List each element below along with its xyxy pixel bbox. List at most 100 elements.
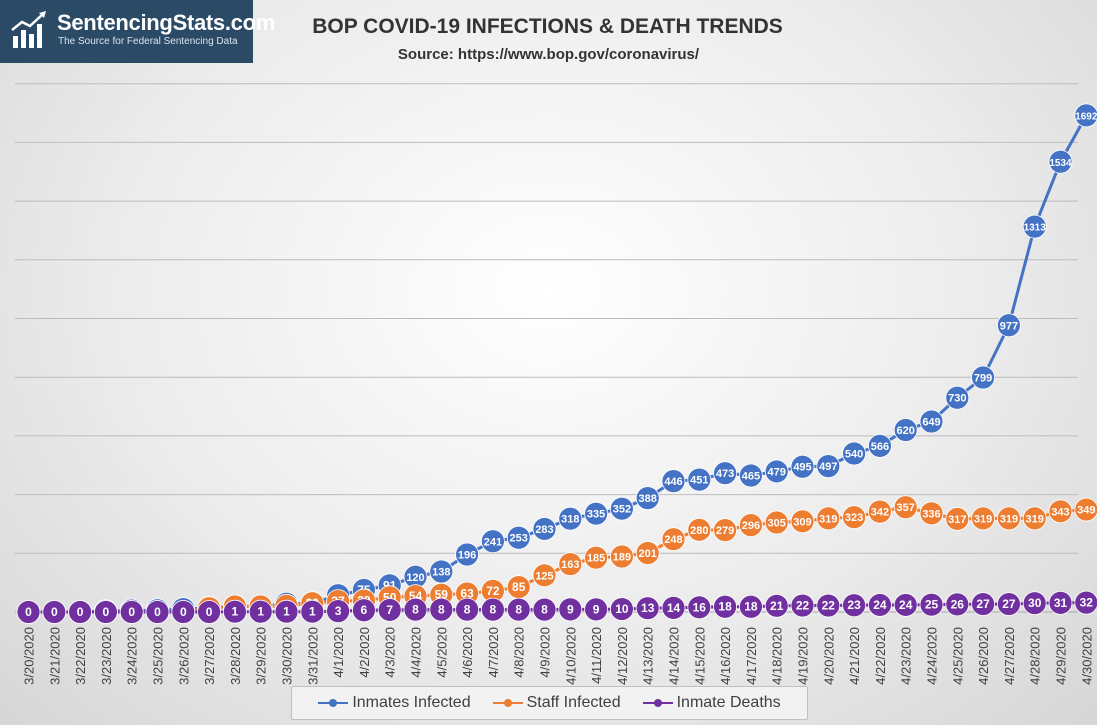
data-marker — [532, 563, 557, 588]
legend: Inmates Infected Staff Infected Inmate D… — [291, 686, 808, 720]
x-tick-label: 4/27/2020 — [1002, 627, 1017, 685]
data-label: 31 — [1054, 596, 1068, 610]
x-tick-label: 3/25/2020 — [151, 627, 166, 685]
data-marker — [893, 418, 918, 442]
data-marker — [558, 597, 583, 622]
data-label: 3 — [335, 604, 342, 618]
data-point: 335 — [584, 501, 608, 526]
data-point: 24 — [868, 593, 892, 617]
data-marker — [42, 600, 67, 624]
data-point: 0 — [197, 600, 222, 624]
data-marker — [893, 593, 918, 617]
legend-item-inmate-deaths: Inmate Deaths — [642, 694, 781, 712]
data-label: 451 — [690, 475, 708, 487]
x-tick-label: 3/20/2020 — [22, 627, 37, 685]
x-tick-label: 4/15/2020 — [692, 627, 707, 685]
data-point: 343 — [1048, 499, 1073, 524]
data-point: 319 — [997, 506, 1021, 531]
data-marker — [739, 513, 763, 538]
data-marker — [377, 598, 402, 622]
data-marker — [713, 461, 737, 486]
data-label: 24 — [899, 598, 913, 612]
data-marker — [1022, 506, 1047, 531]
data-marker — [635, 486, 660, 511]
data-marker — [919, 409, 944, 434]
data-label: 343 — [1051, 506, 1069, 518]
data-point: 465 — [739, 463, 763, 488]
data-label: 465 — [742, 471, 760, 483]
data-label: 540 — [845, 449, 863, 461]
data-point: 317 — [945, 507, 970, 531]
data-label: 497 — [819, 461, 837, 473]
data-label: 196 — [458, 549, 476, 561]
x-tick-label: 4/9/2020 — [538, 627, 553, 678]
data-label: 22 — [822, 599, 836, 613]
data-label: 13 — [641, 601, 655, 615]
data-label: 0 — [25, 605, 32, 619]
data-marker — [945, 507, 970, 531]
data-marker — [1048, 149, 1073, 174]
data-point: 31 — [1048, 591, 1073, 615]
data-label: 1 — [232, 605, 239, 619]
data-point: 349 — [1074, 497, 1097, 522]
data-point: 357 — [893, 495, 918, 520]
data-point: 977 — [997, 313, 1021, 338]
data-label: 335 — [587, 509, 605, 521]
data-point: 125 — [532, 563, 557, 588]
chart-subtitle: Source: https://www.bop.gov/coronavirus/ — [397, 46, 700, 63]
data-label: 21 — [770, 599, 784, 613]
x-tick-label: 4/19/2020 — [796, 627, 811, 685]
data-marker — [326, 599, 351, 624]
data-label: 201 — [639, 548, 657, 560]
data-label: 479 — [768, 466, 786, 478]
data-marker — [816, 593, 841, 618]
data-marker — [171, 600, 196, 624]
data-marker — [687, 517, 712, 542]
data-label: 138 — [432, 566, 450, 578]
logo-tagline: The Source for Federal Sentencing Data — [58, 36, 238, 47]
data-marker — [790, 593, 815, 618]
data-label: 0 — [206, 605, 213, 619]
data-marker — [764, 459, 789, 484]
data-label: 25 — [925, 598, 939, 612]
data-marker — [842, 593, 866, 618]
data-label: 1 — [257, 605, 264, 619]
data-marker — [945, 592, 970, 617]
data-marker — [222, 599, 247, 624]
data-marker — [480, 529, 505, 554]
data-point: 0 — [42, 600, 67, 624]
data-marker — [713, 594, 737, 619]
x-tick-label: 4/21/2020 — [847, 627, 862, 685]
data-label: 0 — [77, 605, 84, 619]
legend-swatch-staff-infected — [492, 697, 523, 709]
data-point: 6 — [351, 598, 376, 623]
data-point: 620 — [893, 418, 918, 442]
data-marker — [687, 467, 712, 492]
x-tick-label: 4/23/2020 — [899, 627, 914, 685]
bar-chart-trend-icon — [11, 11, 46, 48]
data-label: 7 — [386, 603, 393, 617]
data-label: 977 — [1000, 320, 1018, 332]
data-point: 318 — [558, 506, 583, 531]
data-point: 8 — [506, 597, 531, 622]
data-point: 21 — [764, 593, 789, 618]
data-point: 497 — [816, 454, 841, 479]
data-label: 18 — [718, 600, 732, 614]
x-tick-label: 4/24/2020 — [925, 627, 940, 685]
legend-item-staff-infected: Staff Infected — [492, 694, 621, 712]
data-point: 309 — [790, 509, 815, 534]
data-point: 196 — [455, 542, 480, 567]
data-marker — [532, 517, 557, 541]
data-point: 138 — [429, 559, 454, 584]
data-point: 566 — [868, 433, 892, 458]
data-marker — [94, 600, 118, 624]
data-point: 23 — [842, 593, 866, 618]
x-tick-label: 3/30/2020 — [280, 627, 295, 685]
data-label: 8 — [412, 603, 419, 617]
data-point: 479 — [764, 459, 789, 484]
data-label: 6 — [361, 603, 368, 617]
chart-title-text: BOP COVID-19 INFECTIONS & DEATH TRENDS — [312, 15, 783, 38]
data-label: 0 — [103, 605, 110, 619]
data-label: 352 — [613, 504, 631, 516]
